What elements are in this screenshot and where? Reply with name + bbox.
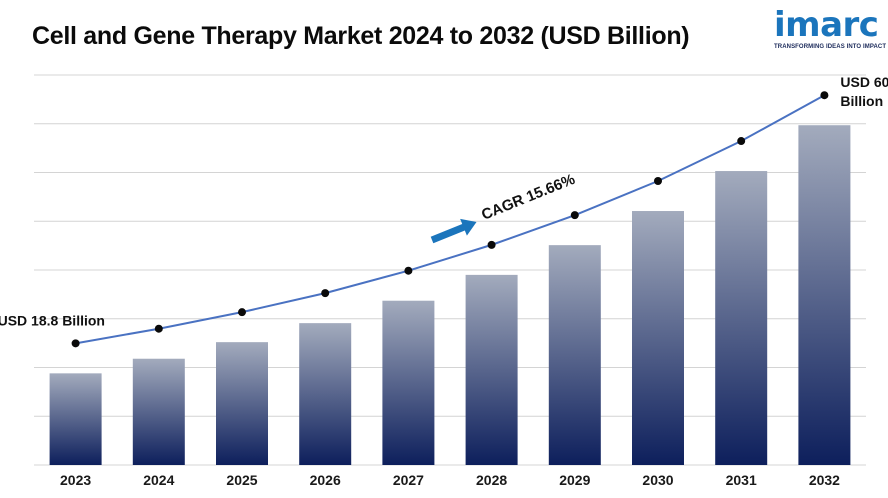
logo-word: imarc <box>774 5 879 45</box>
bar-2026 <box>299 323 352 465</box>
marker-2025 <box>238 308 246 317</box>
start-value-label: USD 18.8 Billion <box>0 312 105 328</box>
cagr-arrow-icon <box>430 218 477 244</box>
end-value-label-line1: USD 60.1 <box>840 74 888 90</box>
x-tick-label-2023: 2023 <box>60 472 91 488</box>
cagr-arrow-shaft <box>430 223 467 244</box>
marker-2027 <box>404 266 413 275</box>
bar-2025 <box>216 342 268 465</box>
bar-2032 <box>798 125 851 466</box>
marker-2030 <box>654 177 662 186</box>
x-tick-label-2031: 2031 <box>726 472 757 488</box>
bar-2027 <box>382 300 435 465</box>
x-tick-label-2029: 2029 <box>559 472 590 488</box>
bar-2028 <box>465 274 518 465</box>
bar-2031 <box>715 171 768 465</box>
x-tick-label-2028: 2028 <box>476 472 507 488</box>
bar-2024 <box>132 358 185 465</box>
marker-2028 <box>487 240 496 249</box>
marker-2026 <box>321 289 330 298</box>
x-axis-labels: 2023 2024 2025 2026 2027 2028 2029 2030 2031 2032 <box>60 472 840 488</box>
bar-2030 <box>632 211 684 465</box>
marker-2032 <box>820 91 829 100</box>
x-tick-label-2025: 2025 <box>226 472 257 488</box>
trend-line <box>71 91 829 348</box>
x-tick-label-2024: 2024 <box>143 472 174 488</box>
cagr-label: CAGR 15.66% <box>479 171 577 224</box>
trend-polyline <box>75 94 825 345</box>
bar-2029 <box>548 245 601 465</box>
x-tick-label-2027: 2027 <box>393 472 424 488</box>
end-value-label-line2: Billion <box>840 93 883 109</box>
x-tick-label-2030: 2030 <box>642 472 673 488</box>
bars <box>49 125 851 466</box>
marker-2024 <box>154 324 163 333</box>
chart-title: Cell and Gene Therapy Market 2024 to 203… <box>32 22 690 50</box>
marker-2023 <box>71 339 80 348</box>
x-tick-label-2026: 2026 <box>310 472 341 488</box>
marker-2029 <box>570 211 579 220</box>
marker-2031 <box>737 137 746 146</box>
bar-2023 <box>49 373 102 465</box>
cagr-arrow-head <box>460 218 477 236</box>
x-tick-label-2032: 2032 <box>809 472 840 488</box>
imarc-logo: imarc TRANSFORMING IDEAS INTO IMPACT <box>772 5 886 52</box>
logo-tagline: TRANSFORMING IDEAS INTO IMPACT <box>774 44 887 50</box>
